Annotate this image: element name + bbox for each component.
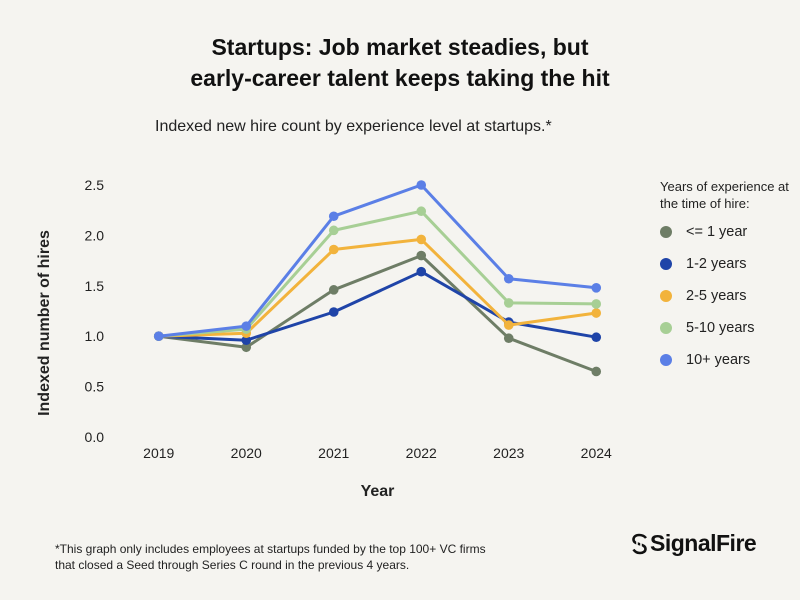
data-point [241, 335, 252, 346]
footnote: *This graph only includes employees at s… [55, 541, 595, 573]
legend-title: Years of experience at the time of hire: [660, 179, 789, 211]
data-point [503, 320, 514, 330]
legend-item: 1-2 years [660, 248, 800, 280]
data-point [416, 206, 427, 217]
y-tick-label: 2.0 [85, 227, 105, 243]
legend-label: 2-5 years [686, 288, 747, 304]
data-point [416, 180, 427, 190]
legend-swatch [660, 354, 672, 366]
series-line [157, 270, 598, 342]
legend-label: 5-10 years [686, 320, 755, 336]
data-point [591, 366, 602, 377]
legend-swatch [660, 226, 672, 238]
data-point [503, 273, 514, 284]
chart-title: Startups: Job market steadies, but early… [0, 32, 800, 94]
data-point [416, 234, 427, 245]
x-axis-label: Year [361, 483, 395, 500]
footnote-line-2: that closed a Seed through Series C roun… [55, 558, 410, 572]
data-point [153, 331, 164, 342]
x-tick-label: 2023 [493, 445, 524, 461]
x-tick-label: 2024 [581, 445, 612, 461]
data-point [416, 266, 427, 277]
legend-item: <= 1 year [660, 216, 800, 248]
data-point [328, 244, 339, 255]
data-point [241, 342, 252, 353]
legend-label: <= 1 year [686, 224, 748, 240]
signalfire-logo-icon [632, 533, 648, 555]
legend-swatch [660, 322, 672, 334]
y-tick-label: 2.5 [85, 177, 105, 193]
data-point [328, 211, 339, 222]
signalfire-logo-text: SignalFire [650, 530, 757, 556]
chart-title-line-1: Startups: Job market steadies, but [211, 34, 589, 60]
legend-label: 10+ years [686, 352, 751, 368]
legend-swatch [660, 258, 672, 270]
legend: Years of experience at the time of hire:… [660, 178, 800, 376]
data-point [503, 298, 514, 308]
x-tick-label: 2021 [318, 445, 349, 461]
data-point [328, 225, 339, 236]
data-point [416, 250, 427, 261]
y-tick-label: 1.5 [85, 278, 105, 294]
axis-layer: 0.0 0.5 1.0 1.5 2.0 2.5 2019 2020 2021 2022 2023 20… [36, 177, 612, 500]
x-tick-label: 2019 [143, 445, 174, 461]
series-group [153, 180, 602, 342]
legend-label: 1-2 years [686, 256, 747, 272]
series-line [157, 237, 598, 338]
data-point [591, 283, 602, 293]
series-line [157, 254, 598, 373]
y-tick-label: 0.5 [85, 379, 105, 395]
x-tick-label: 2020 [231, 445, 262, 461]
legend-item: 5-10 years [660, 312, 800, 344]
data-point [328, 285, 339, 295]
series-group [153, 206, 602, 342]
signalfire-logo: SignalFire [632, 530, 757, 557]
series-group [153, 250, 602, 377]
legend-swatch [660, 290, 672, 302]
data-point [328, 307, 339, 317]
data-point [503, 333, 514, 344]
chart-title-line-2: early-career talent keeps taking the hit [190, 65, 610, 91]
y-tick-label: 1.0 [85, 328, 105, 344]
data-point [591, 332, 602, 343]
y-axis-label: Indexed number of hires [36, 230, 53, 416]
footnote-line-1: *This graph only includes employees at s… [55, 542, 486, 556]
data-point [591, 299, 602, 309]
line-chart: 0.0 0.5 1.0 1.5 2.0 2.5 2019 2020 2021 2022 2023 20… [36, 177, 612, 500]
x-tick-label: 2022 [406, 445, 437, 461]
legend-items: <= 1 year 1-2 years 2-5 years 5-10 years 10+… [660, 216, 800, 376]
chart-subtitle: Indexed new hire count by experience lev… [155, 118, 552, 135]
y-tick-label: 0.0 [85, 429, 105, 445]
data-point [241, 321, 252, 331]
legend-item: 10+ years [660, 344, 800, 376]
series-line [157, 183, 598, 338]
legend-item: 2-5 years [660, 280, 800, 312]
series-layer [153, 180, 602, 377]
data-point [591, 308, 602, 318]
series-group [153, 266, 602, 346]
series-line [157, 209, 598, 338]
